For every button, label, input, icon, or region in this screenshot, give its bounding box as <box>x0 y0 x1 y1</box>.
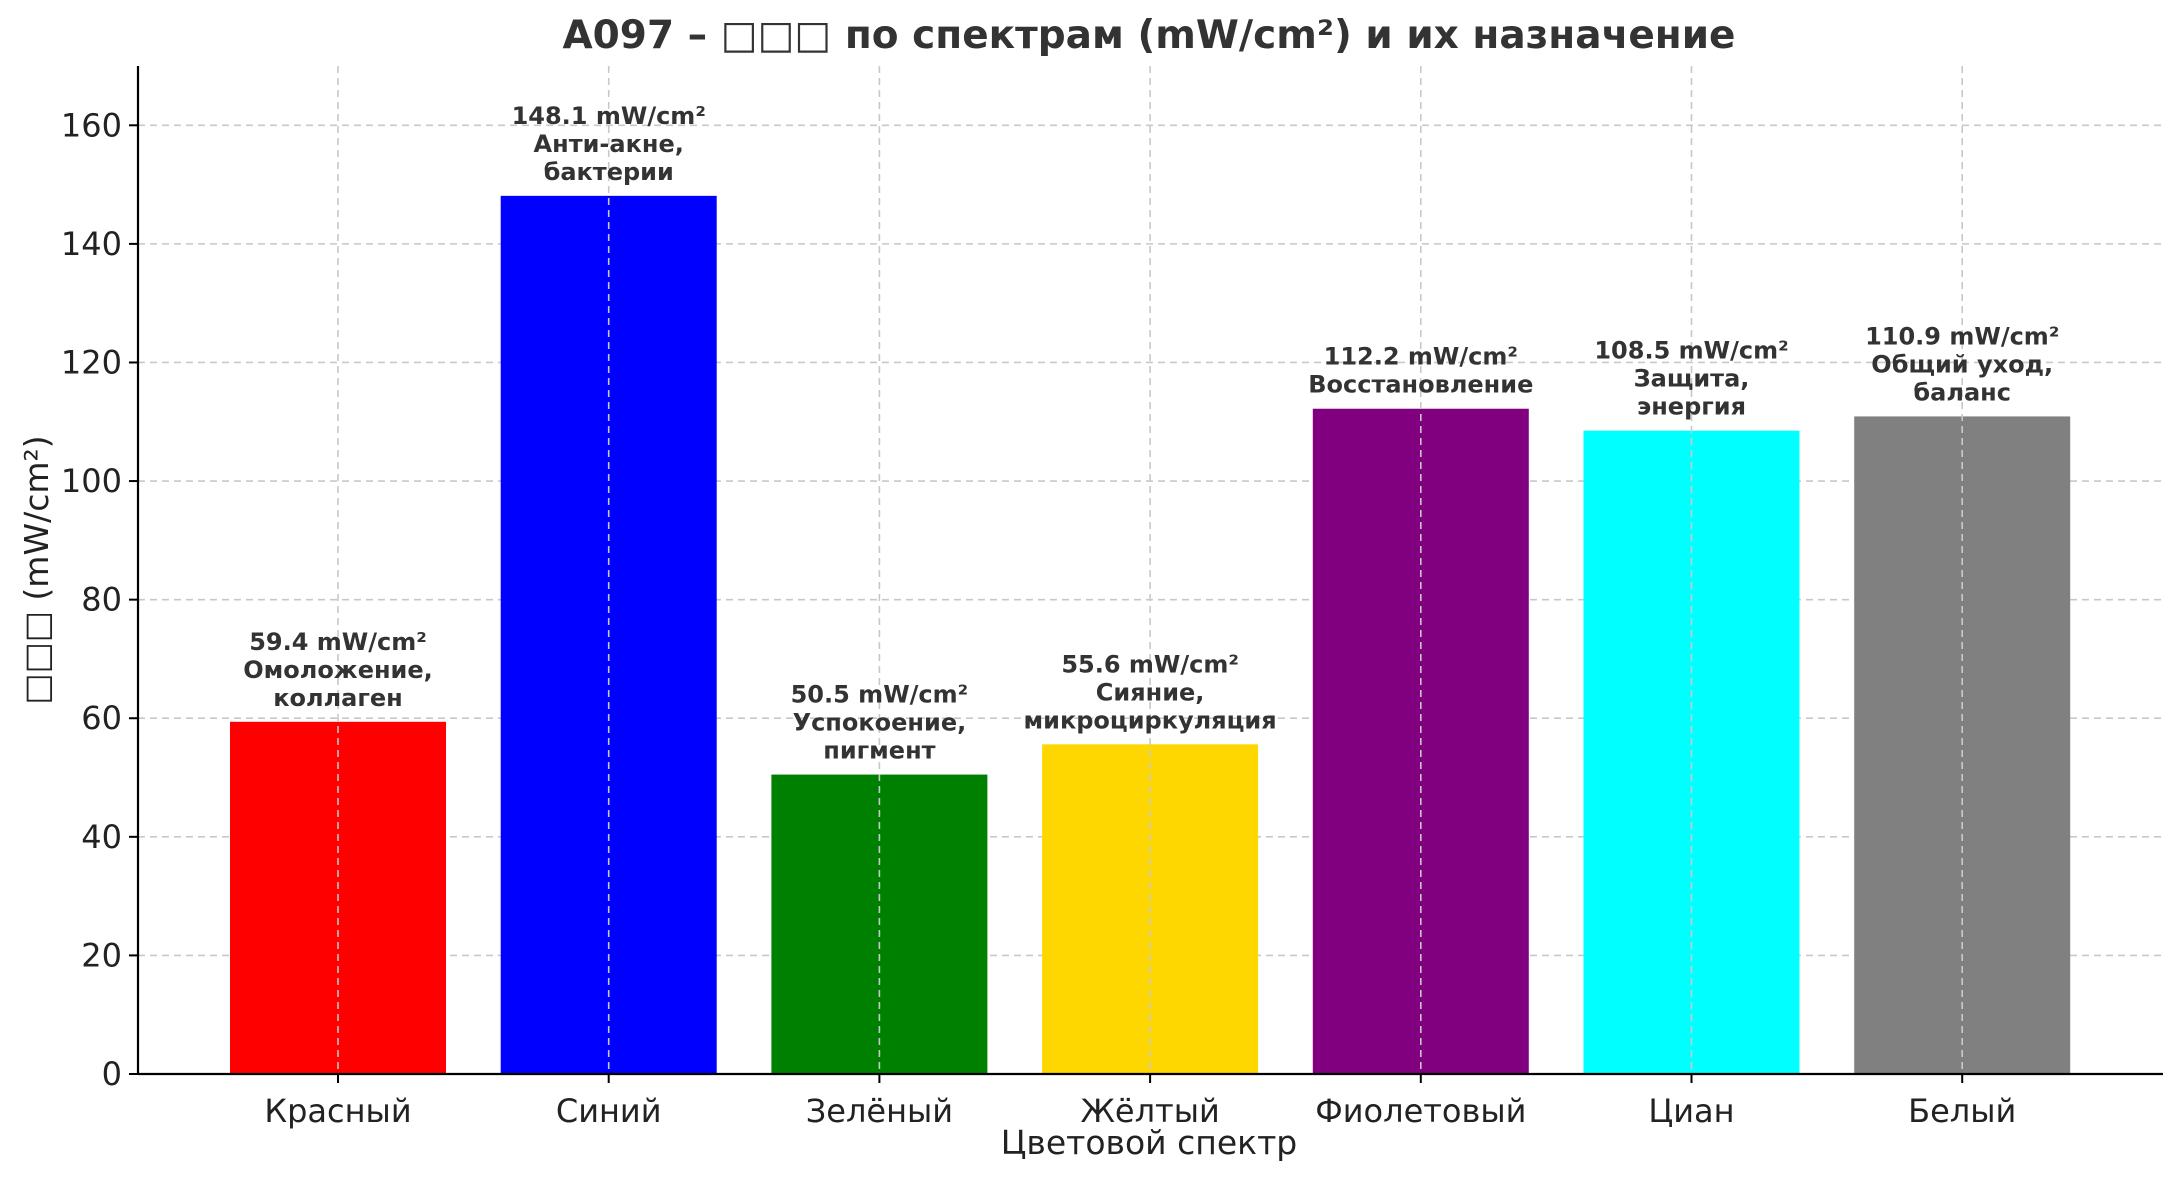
y-tick-label: 120 <box>61 343 122 381</box>
data-label-annotation: Сияние, <box>1096 678 1205 706</box>
data-label-annotation: Восстановление <box>1308 371 1533 399</box>
vertical-gridlines <box>337 66 1963 1074</box>
data-label-annotation: коллаген <box>273 684 403 712</box>
y-tick-label: 0 <box>102 1055 122 1093</box>
data-label-value: 110.9 mW/cm² <box>1865 322 2059 350</box>
y-tick-label: 160 <box>61 106 122 144</box>
data-label-annotation: Общий уход, <box>1871 350 2053 378</box>
x-axis-label: Цветовой спектр <box>1001 1123 1297 1162</box>
data-label-annotation: микроциркуляция <box>1024 706 1277 734</box>
data-label-value: 55.6 mW/cm² <box>1061 650 1239 678</box>
y-tick-label: 100 <box>61 462 122 500</box>
y-tick-labels: 0 20 40 60 80 100 120 140 160 <box>61 106 138 1093</box>
chart-title: A097 – □□□ по спектрам (mW/cm²) и их наз… <box>562 13 1735 58</box>
data-label-annotation: баланс <box>1913 378 2011 406</box>
data-label-annotation: бактерии <box>544 158 674 186</box>
data-label-value: 108.5 mW/cm² <box>1594 337 1788 365</box>
data-label-annotation: энергия <box>1637 393 1746 421</box>
y-tick-label: 40 <box>81 818 122 856</box>
x-tick-label: Белый <box>1908 1092 2016 1130</box>
data-label-annotation: Успокоение, <box>793 709 967 737</box>
x-tick-label: Зелёный <box>806 1092 953 1130</box>
y-tick-label: 80 <box>81 581 122 619</box>
x-tick-label: Синий <box>556 1092 662 1130</box>
data-label-annotation: Омоложение, <box>243 656 433 684</box>
data-label-annotation: пигмент <box>823 737 935 765</box>
x-tick-labels: Красный Синий Зелёный Жёлтый Фиолетовый Циан Б… <box>264 1074 2016 1130</box>
data-label-annotation: Анти-акне, <box>534 130 684 158</box>
x-tick-label: Красный <box>264 1092 411 1130</box>
x-tick-label: Фиолетовый <box>1315 1092 1526 1130</box>
data-label-value: 148.1 mW/cm² <box>512 102 706 130</box>
y-tick-label: 60 <box>81 699 122 737</box>
y-axis-label: □□□ (mW/cm²) <box>17 435 56 704</box>
data-label-value: 50.5 mW/cm² <box>791 681 969 709</box>
y-tick-label: 20 <box>81 936 122 974</box>
data-label-value: 112.2 mW/cm² <box>1324 343 1518 371</box>
y-tick-label: 140 <box>61 225 122 263</box>
x-tick-label: Жёлтый <box>1080 1092 1219 1130</box>
data-label-value: 59.4 mW/cm² <box>249 628 427 656</box>
data-label-annotation: Защита, <box>1634 365 1750 393</box>
x-tick-label: Циан <box>1648 1092 1734 1130</box>
